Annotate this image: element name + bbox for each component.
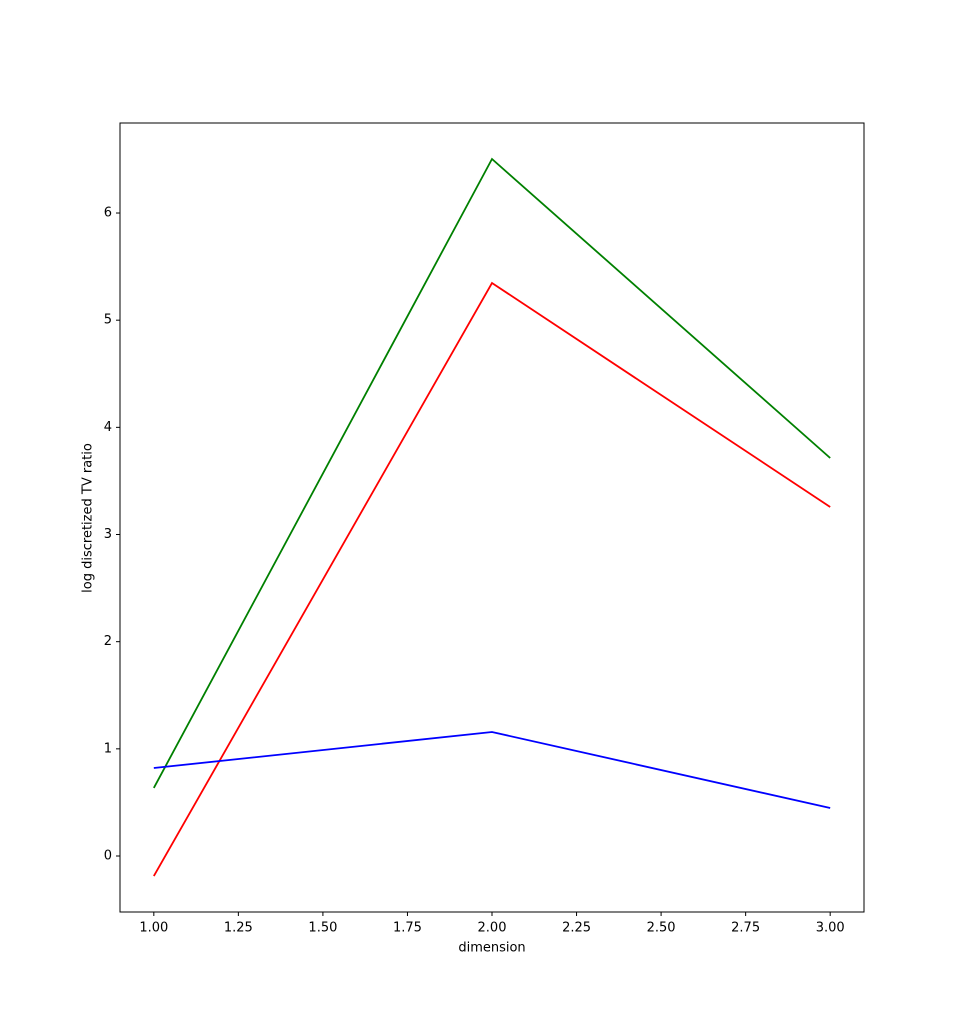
x-tick-label: 2.00 — [478, 921, 507, 936]
y-tick-label: 3 — [104, 527, 112, 542]
y-tick-label: 1 — [104, 741, 112, 756]
y-tick-label: 2 — [104, 634, 112, 649]
y-axis-label: log discretized TV ratio — [81, 443, 96, 593]
x-tick-label: 2.50 — [647, 921, 676, 936]
x-tick-label: 1.25 — [224, 921, 253, 936]
y-tick-label: 5 — [104, 313, 112, 328]
plot-frame — [119, 122, 865, 913]
y-tick-label: 4 — [104, 420, 112, 435]
x-tick-label: 1.50 — [308, 921, 337, 936]
x-tick-label: 2.75 — [731, 921, 760, 936]
y-tick-label: 0 — [104, 849, 112, 864]
line — [153, 731, 831, 809]
x-tick-label: 3.00 — [816, 921, 845, 936]
x-tick-label: 1.00 — [139, 921, 168, 936]
x-axis-label: dimension — [458, 941, 525, 956]
x-tick-label: 2.25 — [562, 921, 591, 936]
line — [153, 157, 831, 789]
y-tick-label: 6 — [104, 206, 112, 221]
x-tick-label: 1.75 — [393, 921, 422, 936]
line — [153, 281, 831, 877]
